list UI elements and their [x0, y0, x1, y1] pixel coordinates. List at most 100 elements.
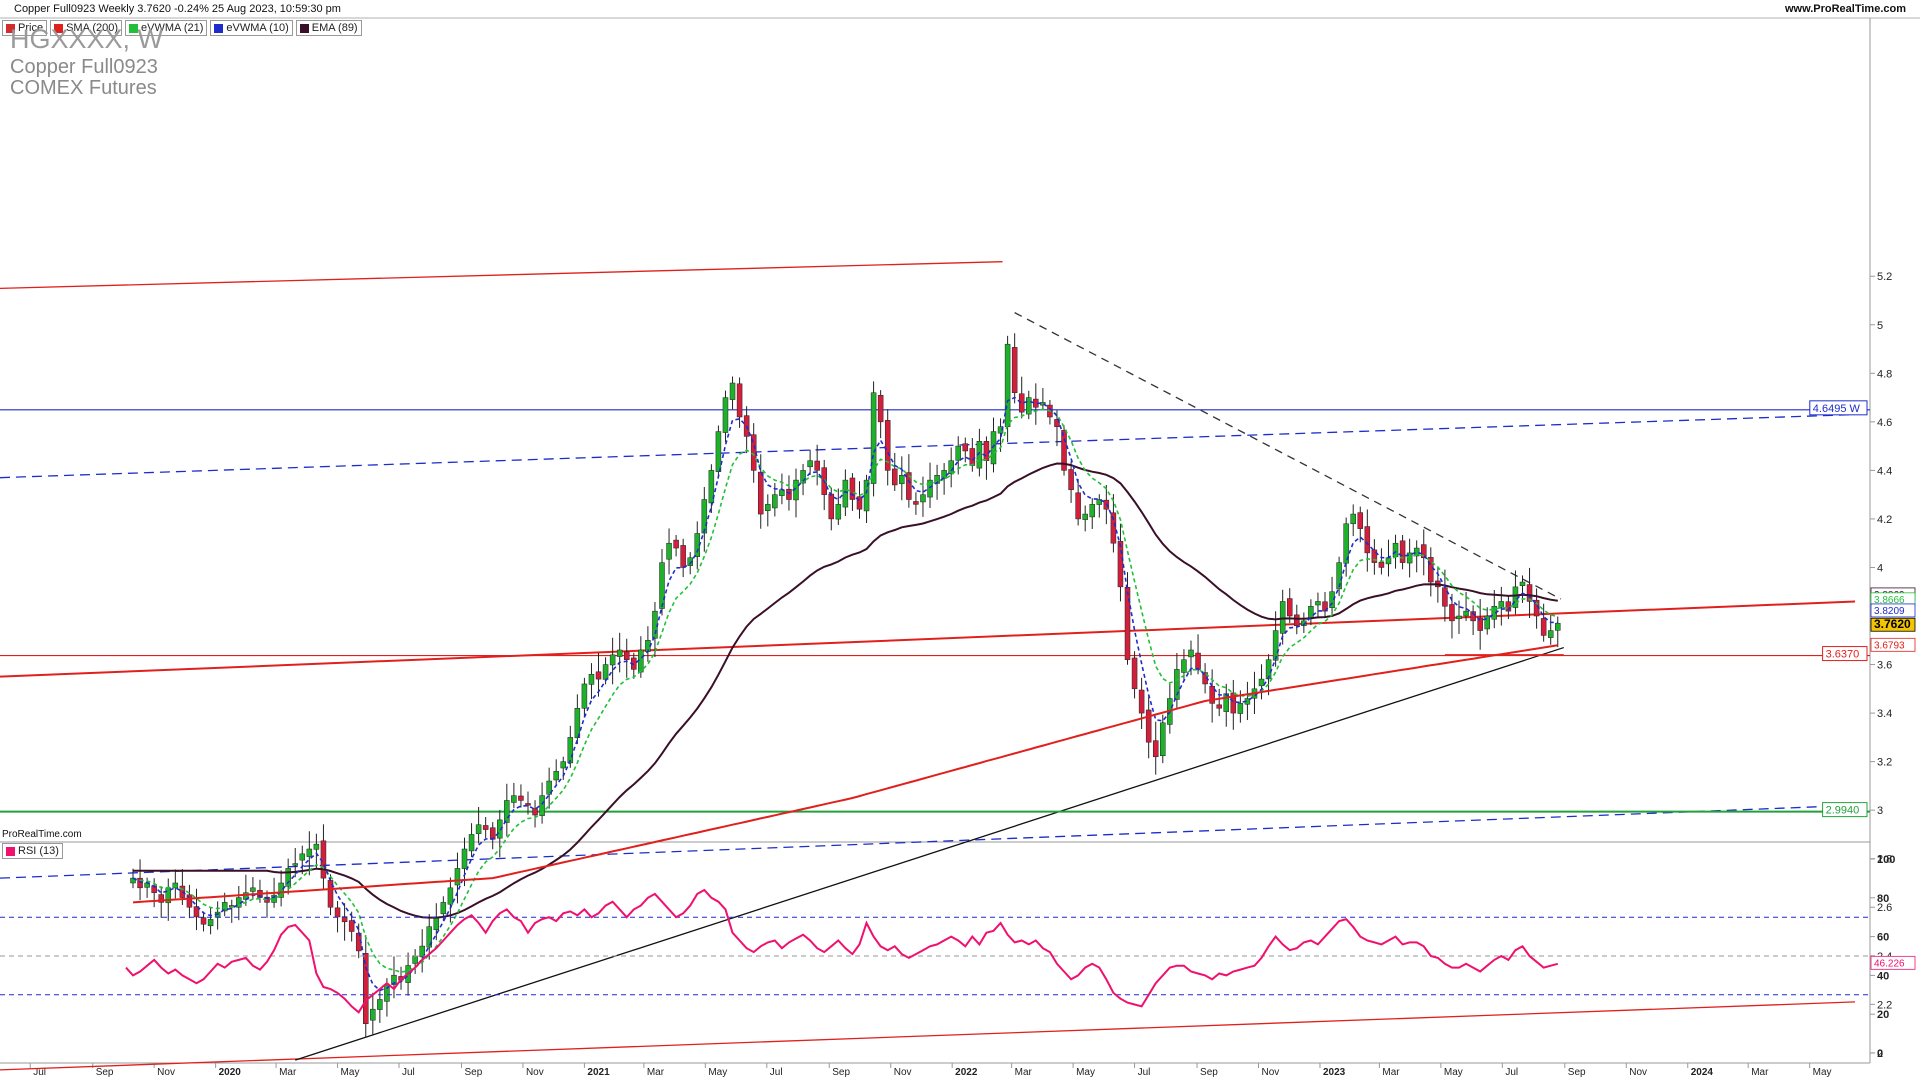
x-tick-label: Mar	[279, 1067, 297, 1078]
legend-item-evwma-10[interactable]: eVWMA (10)	[210, 20, 293, 36]
candle	[906, 472, 912, 500]
candle	[1237, 703, 1244, 714]
candle	[892, 468, 898, 486]
candle	[1442, 587, 1448, 607]
legend-item-rsi[interactable]: RSI (13)	[2, 843, 63, 859]
candle	[1555, 623, 1561, 631]
y-tick-label: 4.6	[1877, 417, 1892, 429]
candle	[969, 448, 976, 466]
candle	[1124, 586, 1131, 660]
candle	[616, 649, 623, 657]
candle	[1428, 557, 1434, 583]
rsi-line	[125, 888, 1559, 1014]
legend-item-price[interactable]: Price	[2, 20, 48, 36]
x-tick-label: May	[341, 1067, 360, 1078]
candle	[186, 894, 193, 908]
rising-support-line	[295, 646, 1565, 1061]
x-tick-label: Jul	[402, 1067, 415, 1078]
x-tick-label: May	[1813, 1067, 1832, 1078]
candle	[1484, 615, 1490, 630]
y-tick-label: 5	[1877, 320, 1883, 332]
candle	[1110, 512, 1117, 544]
x-tick-label: Jul	[1505, 1067, 1518, 1078]
x-tick-label: 2022	[955, 1067, 978, 1078]
x-tick-label: Mar	[1382, 1067, 1400, 1078]
candle	[800, 470, 806, 484]
y-tick-label: 2	[1877, 1048, 1883, 1060]
legend-swatch	[214, 23, 224, 33]
candle	[334, 907, 341, 918]
x-tick-label: May	[1444, 1067, 1463, 1078]
rsi-tick-label: 20	[1877, 1009, 1889, 1021]
candle	[348, 920, 355, 932]
legend-item-ema-89[interactable]: EMA (89)	[295, 20, 362, 36]
price-label-box	[1870, 637, 1916, 652]
candle	[200, 917, 207, 925]
provider-url: www.ProRealTime.com	[1784, 3, 1906, 15]
legend-swatch	[6, 23, 15, 33]
candle	[377, 999, 383, 1010]
candle	[1547, 630, 1554, 638]
legend-label: EMA (89)	[311, 22, 358, 34]
candle	[680, 545, 686, 568]
candle	[1315, 601, 1321, 606]
x-tick-label: Sep	[1200, 1067, 1218, 1078]
legend-item-sma-200[interactable]: SMA (200)	[50, 20, 123, 36]
x-tick-label: May	[708, 1067, 727, 1078]
candle	[539, 795, 545, 816]
x-tick-label: Nov	[157, 1067, 175, 1078]
candle	[786, 488, 792, 500]
x-tick-label: Jul	[1138, 1067, 1151, 1078]
candle	[729, 382, 736, 400]
falling-resistance-line	[1014, 312, 1562, 600]
candle	[532, 808, 538, 816]
candle	[1054, 419, 1060, 427]
upper-channel-line	[0, 261, 1003, 290]
level-label: 2.9940	[1826, 805, 1860, 817]
y-tick-label: 3.4	[1877, 708, 1892, 720]
y-tick-label: 2.2	[1877, 999, 1892, 1011]
y-tick-label: 4.4	[1877, 465, 1892, 477]
candle	[913, 501, 919, 505]
candle	[920, 494, 926, 503]
candle	[1470, 611, 1476, 622]
candle	[609, 654, 616, 666]
x-tick-label: Nov	[526, 1067, 544, 1078]
candle	[1068, 469, 1074, 491]
candle	[207, 919, 214, 927]
candle	[772, 494, 778, 509]
candle	[1286, 598, 1293, 617]
x-tick-label: 2023	[1323, 1067, 1346, 1078]
legend-swatch	[54, 23, 64, 33]
candle	[278, 882, 284, 898]
candle	[623, 651, 630, 660]
rsi-tick-label: 60	[1877, 932, 1889, 944]
candle	[581, 683, 588, 709]
x-tick-label: Mar	[1751, 1067, 1769, 1078]
candle	[828, 493, 835, 520]
candle	[849, 477, 856, 500]
candle	[659, 562, 665, 609]
x-tick-label: 2024	[1691, 1067, 1714, 1078]
x-tick-label: Jul	[33, 1067, 46, 1078]
x-tick-label: Sep	[464, 1067, 482, 1078]
x-tick-label: Mar	[1015, 1067, 1033, 1078]
x-tick-label: Nov	[1629, 1067, 1647, 1078]
candle	[1301, 620, 1307, 626]
x-tick-label: 2020	[219, 1067, 242, 1078]
candle	[1145, 709, 1152, 743]
rsi-value-label: 46.226	[1874, 958, 1905, 969]
candle	[306, 848, 313, 857]
candle	[1279, 601, 1286, 634]
candle	[412, 955, 418, 964]
y-tick-label: 4.2	[1877, 514, 1892, 526]
candle	[1498, 601, 1505, 608]
candle	[666, 542, 672, 560]
x-tick-label: 2021	[587, 1067, 610, 1078]
candle	[454, 868, 461, 886]
candle	[447, 887, 454, 905]
x-tick-label: Nov	[894, 1067, 912, 1078]
sma-200-line	[132, 644, 1558, 904]
legend-item-evwma-21[interactable]: eVWMA (21)	[125, 20, 208, 36]
